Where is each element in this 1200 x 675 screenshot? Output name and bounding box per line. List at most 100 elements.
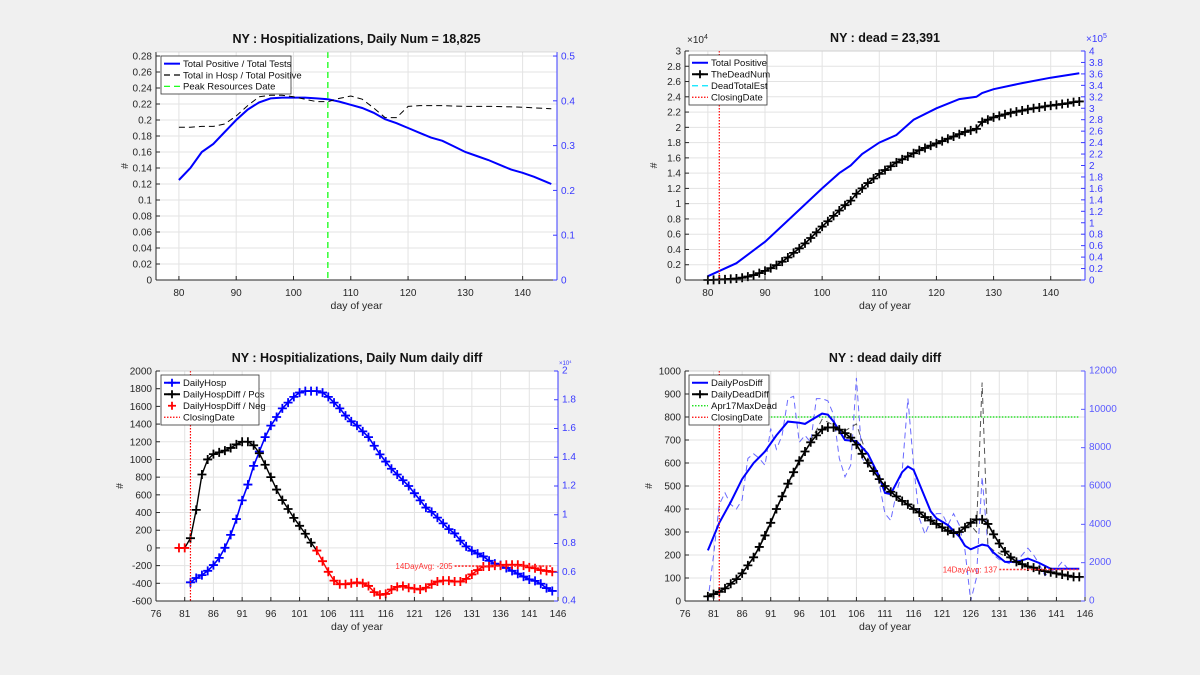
x-tick-label: 106 bbox=[848, 609, 865, 620]
data-point bbox=[208, 560, 218, 570]
y2-tick-label: 1.4 bbox=[1089, 195, 1103, 206]
x-tick-label: 120 bbox=[400, 288, 417, 299]
data-point bbox=[789, 248, 799, 258]
legend-label: DailyHosp bbox=[183, 378, 226, 389]
y2-tick-label: 2.8 bbox=[1089, 115, 1103, 126]
legend-entry: Total Positive bbox=[692, 58, 767, 69]
x-tick-label: 116 bbox=[906, 609, 922, 620]
x-tick-label: 106 bbox=[320, 609, 337, 620]
data-point bbox=[318, 556, 328, 566]
chart-title: NY : dead daily diff bbox=[829, 351, 942, 365]
data-point bbox=[461, 574, 471, 584]
data-point bbox=[731, 574, 741, 584]
series-dailyhospdiff bbox=[174, 437, 557, 600]
data-point bbox=[392, 470, 402, 479]
series-segment bbox=[327, 571, 335, 582]
data-point bbox=[874, 474, 884, 484]
y2-tick-label: 3.6 bbox=[1089, 69, 1103, 80]
data-point bbox=[954, 527, 964, 537]
data-point bbox=[754, 268, 764, 278]
series-total-positive bbox=[707, 72, 1080, 278]
y-tick-label: 1400 bbox=[130, 420, 153, 431]
x-tick-label: 111 bbox=[349, 609, 365, 620]
x-tick-label: 90 bbox=[759, 288, 771, 299]
data-point bbox=[231, 439, 241, 449]
legend-entry: ClosingDate bbox=[164, 413, 235, 424]
data-point bbox=[444, 524, 454, 534]
x-tick-label: 100 bbox=[285, 288, 302, 299]
data-point bbox=[880, 481, 890, 491]
data-point bbox=[914, 145, 924, 155]
y-axis-label: # bbox=[119, 163, 131, 169]
y-tick-label: 0.02 bbox=[133, 260, 153, 271]
data-point bbox=[329, 398, 339, 408]
y-axis-label: # bbox=[648, 162, 660, 168]
x-tick-label: 121 bbox=[934, 609, 951, 620]
y2-tick-label: 0.6 bbox=[1089, 241, 1103, 252]
series-segment bbox=[253, 444, 260, 454]
legend-label: ClosingDate bbox=[711, 93, 763, 104]
data-point bbox=[937, 522, 947, 532]
data-point bbox=[1006, 552, 1016, 562]
data-point bbox=[760, 530, 770, 540]
data-point bbox=[829, 211, 839, 221]
y2-tick-label: 1.2 bbox=[1089, 207, 1103, 218]
data-point bbox=[260, 432, 270, 442]
y-tick-label: 0.2 bbox=[138, 116, 152, 127]
data-point bbox=[720, 583, 730, 593]
y-tick-label: 0.8 bbox=[667, 214, 681, 225]
x-tick-label: 146 bbox=[550, 609, 567, 620]
data-point bbox=[524, 574, 534, 584]
data-point bbox=[909, 148, 919, 158]
data-point bbox=[989, 529, 999, 539]
data-point bbox=[966, 125, 976, 135]
chart-title: NY : Hospitializations, Daily Num daily … bbox=[232, 351, 483, 365]
data-point bbox=[749, 270, 759, 280]
legend-entry: DailyPosDiff bbox=[692, 378, 763, 389]
data-point bbox=[771, 504, 781, 514]
data-point bbox=[461, 541, 471, 551]
data-point bbox=[478, 551, 488, 561]
y-tick-label: 0.22 bbox=[133, 100, 153, 111]
legend-label: DailyHospDiff / Pos bbox=[183, 390, 265, 401]
y2-tick-label: 3.4 bbox=[1089, 81, 1103, 92]
data-point bbox=[318, 388, 328, 398]
y2-tick-label: 2 bbox=[1089, 161, 1095, 172]
data-point bbox=[272, 412, 282, 422]
data-point bbox=[954, 129, 964, 139]
legend-label: Apr17MaxDead bbox=[711, 401, 777, 412]
y2-tick-label: 0.8 bbox=[562, 538, 576, 549]
data-point bbox=[289, 513, 299, 523]
y-tick-label: 1000 bbox=[130, 455, 153, 466]
legend-entry: DailyDeadDiff bbox=[692, 390, 769, 401]
data-point bbox=[208, 449, 218, 459]
data-point bbox=[312, 386, 322, 396]
data-point bbox=[427, 507, 437, 517]
data-point bbox=[880, 165, 890, 175]
data-point bbox=[914, 507, 924, 517]
y2-tick-label: 2.6 bbox=[1089, 127, 1103, 138]
data-point bbox=[777, 491, 787, 501]
legend-box bbox=[160, 55, 292, 95]
series-dailyhosp bbox=[185, 386, 557, 596]
y-tick-label: 1.4 bbox=[667, 169, 681, 180]
data-point bbox=[168, 401, 176, 410]
series-segment bbox=[299, 525, 306, 535]
data-point bbox=[185, 533, 195, 543]
data-point bbox=[960, 127, 970, 137]
data-point bbox=[1006, 108, 1016, 118]
data-point bbox=[530, 563, 540, 573]
data-point bbox=[937, 136, 947, 146]
series-segment bbox=[264, 464, 272, 478]
data-point bbox=[840, 200, 850, 210]
data-point bbox=[220, 446, 230, 456]
legend-entry: Total Positive / Total Tests bbox=[164, 59, 292, 70]
data-point bbox=[926, 516, 936, 525]
y2-tick-label: 0.8 bbox=[1089, 230, 1103, 241]
x-tick-label: 80 bbox=[173, 288, 185, 299]
y2-tick-label: 2.4 bbox=[1089, 138, 1103, 149]
data-point bbox=[473, 565, 483, 575]
y-tick-label: 400 bbox=[664, 505, 681, 516]
data-point bbox=[191, 505, 201, 515]
data-point bbox=[306, 538, 316, 548]
